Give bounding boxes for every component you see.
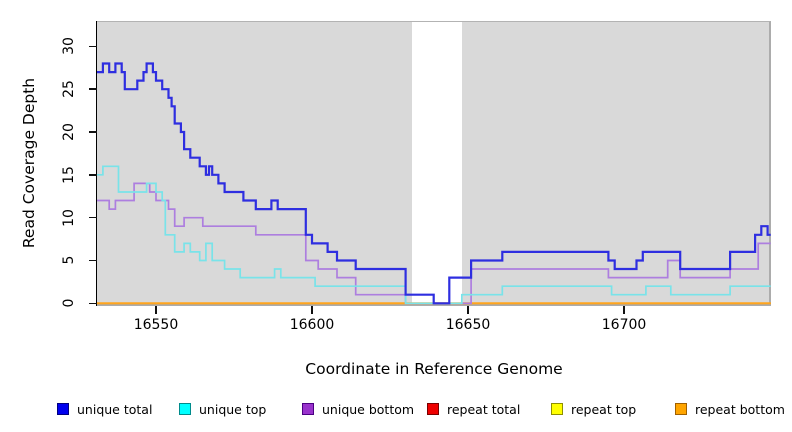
y-tick-label: 0: [61, 298, 77, 308]
y-tick: [89, 131, 97, 133]
y-tick: [89, 259, 97, 262]
y-tick-label: 25: [61, 80, 77, 99]
y-tick: [89, 216, 97, 219]
y-axis-label: Read Coverage Depth: [20, 77, 38, 249]
legend-swatch-unique-bottom: [302, 403, 314, 415]
legend-item-repeat-top: repeat top: [551, 398, 636, 420]
legend-label: unique top: [199, 401, 267, 417]
legend-swatch-repeat-bottom: [675, 403, 687, 415]
legend-item-repeat-total: repeat total: [427, 398, 520, 420]
x-tick-label: 16600: [289, 317, 335, 333]
legend-label: unique total: [77, 401, 153, 417]
y-tick: [89, 45, 97, 48]
x-tick: [311, 306, 313, 314]
plot-panel: [96, 20, 771, 306]
legend: unique total unique top unique bottom repea…: [0, 398, 792, 422]
y-axis-line: [96, 20, 97, 306]
legend-label: unique bottom: [322, 401, 415, 417]
x-tick-label: 16700: [601, 317, 647, 333]
y-tick-label: 10: [61, 208, 77, 227]
legend-swatch-repeat-total: [427, 403, 439, 415]
legend-label: repeat bottom: [695, 401, 785, 417]
x-tick: [467, 306, 469, 314]
legend-item-unique-bottom: unique bottom: [302, 398, 414, 420]
legend-swatch-repeat-top: [551, 403, 563, 415]
legend-item-repeat-bottom: repeat bottom: [675, 398, 785, 420]
y-tick-label: 20: [61, 123, 77, 141]
legend-swatch-unique-top: [179, 403, 191, 415]
x-tick-label: 16650: [445, 317, 491, 333]
y-tick: [89, 88, 97, 90]
legend-item-unique-total: unique total: [57, 398, 152, 420]
x-axis-label: Coordinate in Reference Genome: [305, 360, 563, 378]
legend-label: repeat top: [571, 401, 637, 417]
legend-item-unique-top: unique top: [179, 398, 266, 420]
x-tick: [155, 306, 157, 314]
legend-swatch-unique-total: [57, 403, 69, 415]
y-tick-label: 15: [61, 165, 77, 184]
x-tick-label: 16550: [133, 317, 179, 333]
legend-label: repeat total: [447, 401, 521, 417]
x-tick: [623, 306, 625, 314]
coverage-gap-band: [411, 21, 462, 304]
y-tick: [89, 174, 97, 176]
y-tick: [89, 302, 97, 305]
y-tick-label: 30: [61, 37, 77, 56]
y-tick-label: 5: [61, 256, 77, 265]
